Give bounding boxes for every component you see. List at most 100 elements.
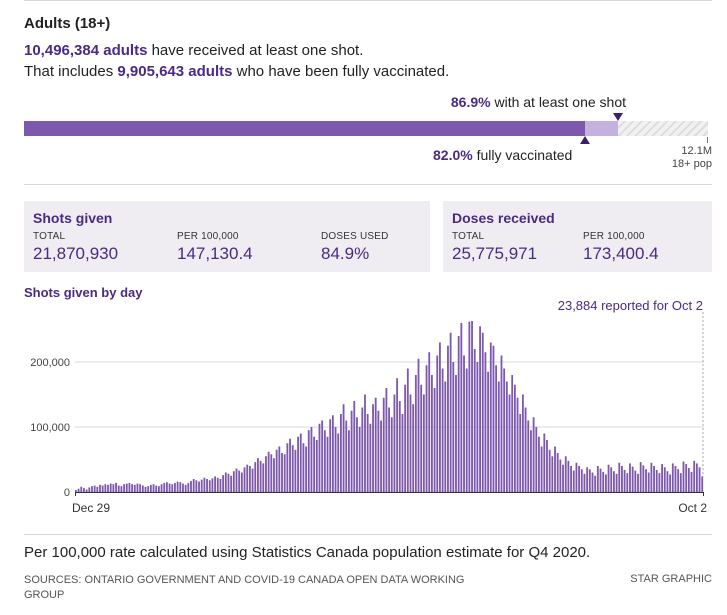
bar xyxy=(393,394,396,492)
y-tick-label: 100,000 xyxy=(30,422,70,434)
bar xyxy=(216,477,219,492)
bar xyxy=(248,466,251,492)
bar xyxy=(200,479,203,492)
bar xyxy=(329,419,332,492)
fully-vaccinated-count: 9,905,643 adults xyxy=(117,63,233,80)
bar xyxy=(353,401,356,492)
bar xyxy=(677,469,680,492)
bar xyxy=(433,388,436,492)
bar xyxy=(254,462,257,492)
bar xyxy=(382,397,385,492)
bar xyxy=(294,449,297,492)
bar xyxy=(337,433,340,492)
bar xyxy=(206,479,208,492)
bar xyxy=(182,483,184,492)
bar xyxy=(492,345,495,492)
bar xyxy=(594,475,597,492)
bar xyxy=(246,464,249,492)
bar xyxy=(380,420,382,492)
bar xyxy=(441,368,444,492)
bar xyxy=(147,486,150,492)
bar xyxy=(345,420,348,492)
bar xyxy=(342,404,345,492)
bar xyxy=(578,466,581,492)
bar xyxy=(455,375,457,492)
fully-vaccinated-fill xyxy=(24,121,585,136)
bar xyxy=(629,463,631,492)
bar xyxy=(157,486,160,492)
bar xyxy=(607,464,610,492)
bar xyxy=(125,483,128,492)
bar xyxy=(286,443,289,492)
bar xyxy=(297,436,299,492)
chart-title: Shots given by day xyxy=(24,285,143,300)
shots-given-title: Shots given xyxy=(33,210,113,226)
bar xyxy=(366,414,369,492)
bar xyxy=(556,453,559,492)
bar xyxy=(117,485,120,492)
first-shot-count: 10,496,384 adults xyxy=(24,42,148,59)
fully-vaccinated-marker-icon xyxy=(579,136,590,144)
bar xyxy=(505,381,508,492)
bar xyxy=(91,486,93,492)
bar xyxy=(275,449,278,492)
bar xyxy=(238,470,241,492)
bar xyxy=(412,404,415,492)
bar xyxy=(104,484,107,492)
mid-divider xyxy=(24,184,712,185)
bar xyxy=(420,384,423,492)
bar xyxy=(621,466,623,492)
bar xyxy=(567,460,570,492)
bar xyxy=(348,430,350,492)
bar xyxy=(133,484,136,492)
bar xyxy=(227,473,230,492)
bar xyxy=(139,484,142,492)
bar xyxy=(160,484,163,492)
bar xyxy=(511,375,514,492)
bar xyxy=(350,410,353,492)
y-tick-label: 200,000 xyxy=(30,357,70,369)
bar xyxy=(401,414,404,492)
bar xyxy=(243,467,246,492)
bar xyxy=(639,462,642,492)
bar xyxy=(444,381,447,492)
bar xyxy=(591,472,594,492)
bar xyxy=(449,332,452,492)
bar xyxy=(586,467,589,492)
bar xyxy=(682,461,685,492)
bar xyxy=(364,394,366,492)
bar xyxy=(310,427,313,492)
bar xyxy=(176,481,179,492)
bar xyxy=(642,465,645,492)
bar xyxy=(120,486,123,492)
bar xyxy=(615,473,618,492)
bar xyxy=(430,375,433,492)
bar xyxy=(465,368,468,492)
footnote: Per 100,000 rate calculated using Statis… xyxy=(24,544,591,561)
bar xyxy=(93,485,96,492)
x-tick-label: Oct 2 xyxy=(678,501,707,515)
bar xyxy=(404,384,407,492)
bar xyxy=(88,487,91,492)
bar xyxy=(307,430,310,492)
bar xyxy=(166,482,168,492)
bar xyxy=(315,440,318,492)
bottom-divider xyxy=(24,534,712,535)
fully-vaccinated-label: 82.0% fully vaccinated xyxy=(433,147,572,163)
bar xyxy=(476,362,479,492)
bar xyxy=(187,482,190,492)
bar xyxy=(471,321,473,492)
bar xyxy=(222,475,225,492)
bar xyxy=(521,394,524,492)
bar xyxy=(377,410,380,492)
fully-vaccinated-percent: 82.0% xyxy=(433,147,473,163)
one-shot-label: 86.9% with at least one shot xyxy=(451,94,626,110)
bar xyxy=(109,483,112,492)
bar xyxy=(564,456,567,492)
bar xyxy=(671,463,674,492)
fully-vaccinated-summary: That includes 9,905,643 adults who have … xyxy=(24,63,449,80)
bar xyxy=(141,485,144,492)
bar xyxy=(80,486,83,492)
bar xyxy=(230,475,233,492)
bar xyxy=(543,433,546,492)
